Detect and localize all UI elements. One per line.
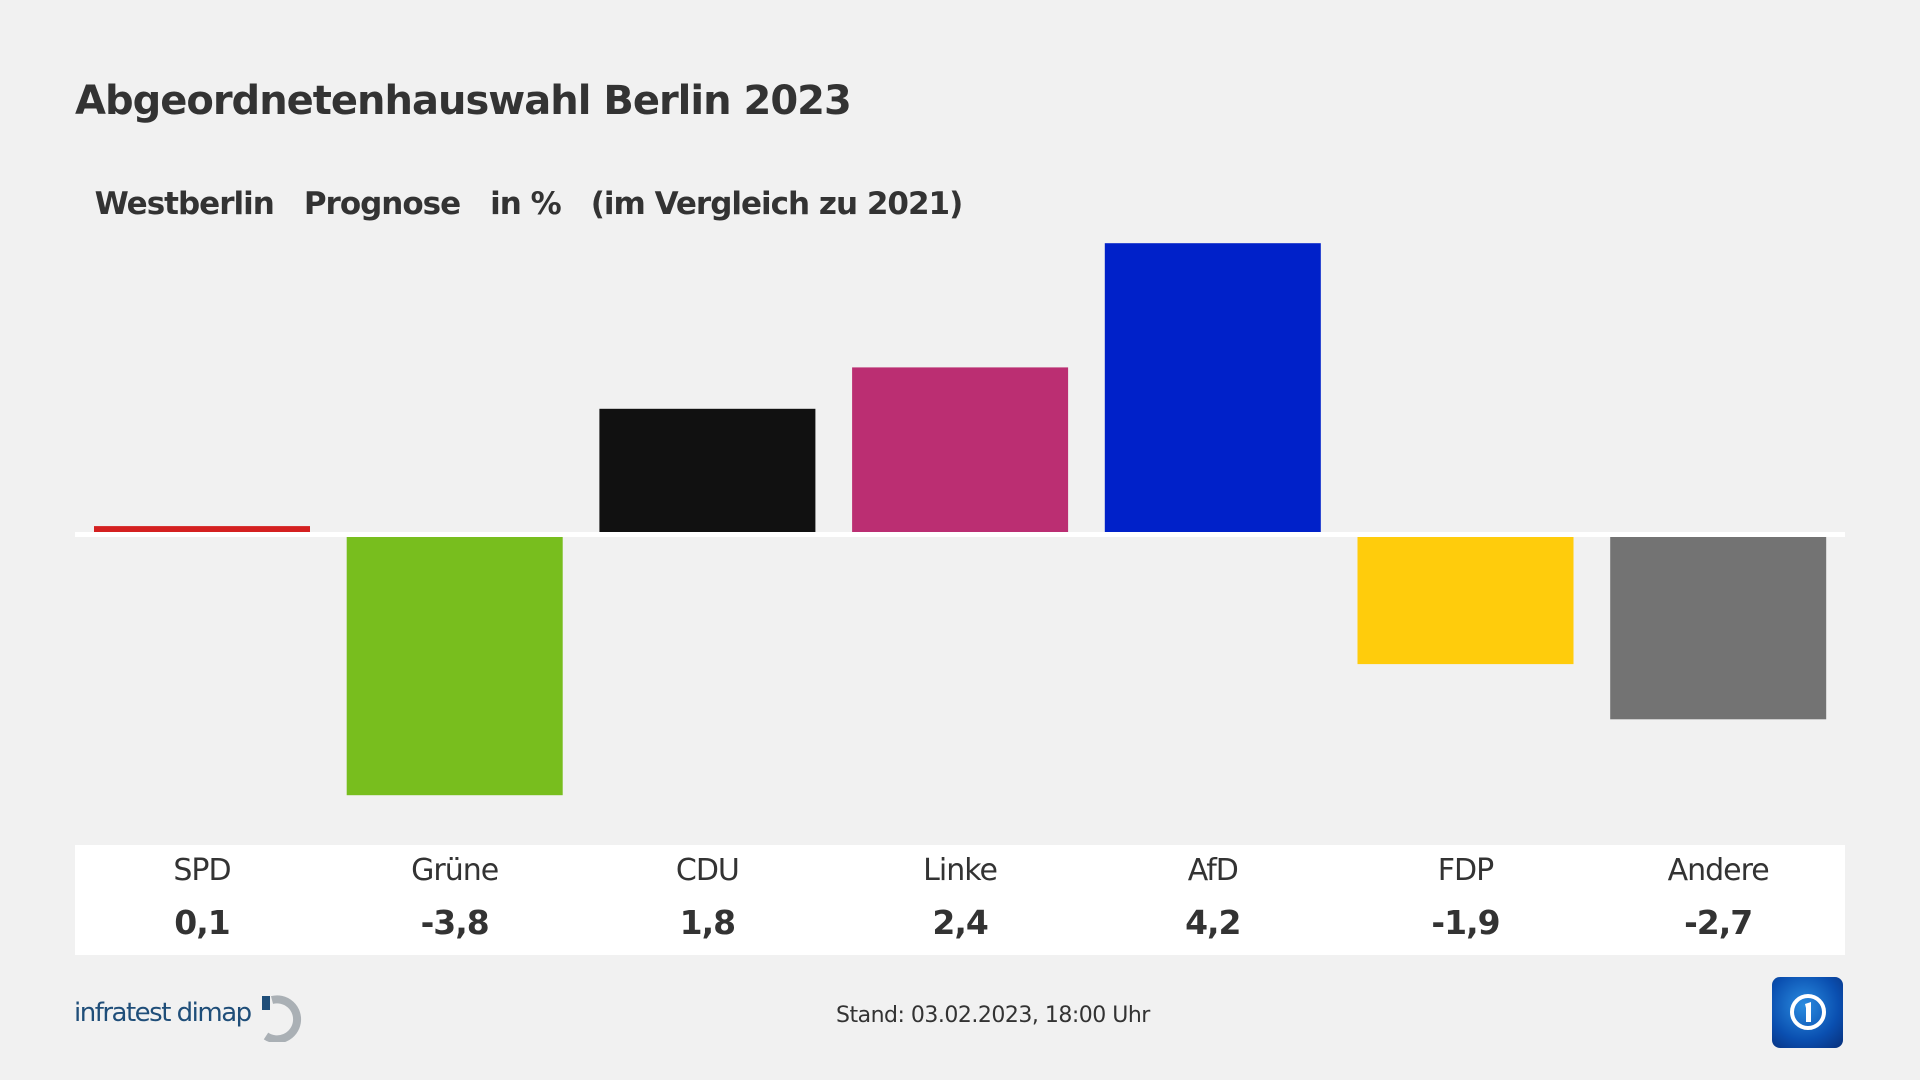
- category-label: CDU: [675, 853, 740, 888]
- value-label: 0,1: [174, 903, 230, 942]
- value-label: 1,8: [679, 903, 736, 942]
- bar-andere: [1610, 533, 1827, 720]
- source-logo-text: infratest dimap: [74, 998, 252, 1028]
- value-label: -3,8: [420, 903, 490, 942]
- bar-fdp: [1357, 533, 1574, 665]
- subtitle-comparison: (im Vergleich zu 2021): [590, 186, 964, 222]
- chart-subtitle: Westberlin Prognose in % (im Vergleich zu 2…: [75, 150, 992, 222]
- zero-line: [75, 532, 1845, 537]
- bar-chart: [75, 243, 1845, 796]
- value-label: -2,7: [1684, 903, 1753, 942]
- timestamp: Stand: 03.02.2023, 18:00 Uhr: [836, 1003, 1150, 1028]
- category-label: Linke: [923, 853, 998, 888]
- bar-spd: [94, 526, 310, 533]
- category-label: AfD: [1187, 853, 1239, 888]
- bar-linke: [852, 367, 1069, 533]
- bar-cdu: [599, 408, 816, 533]
- value-label: -1,9: [1431, 903, 1500, 942]
- subtitle-unit: in %: [490, 186, 562, 222]
- bar-afd: [1104, 243, 1321, 533]
- value-label: 4,2: [1185, 903, 1241, 942]
- infratest-logo-icon: [262, 995, 302, 1042]
- category-label: Grüne: [411, 853, 499, 888]
- subtitle-region: Westberlin: [94, 186, 275, 222]
- category-label: Andere: [1667, 853, 1770, 888]
- bar-grüne: [346, 533, 563, 796]
- category-label: FDP: [1437, 853, 1494, 888]
- value-label: 2,4: [932, 903, 988, 942]
- ard-logo-icon: [1772, 977, 1843, 1048]
- subtitle-type: Prognose: [303, 186, 461, 222]
- chart-title: Abgeordnetenhauswahl Berlin 2023: [75, 78, 852, 124]
- category-label: SPD: [173, 853, 231, 888]
- results-table: SPD 0,1 Grüne -3,8 CDU 1,8 Linke 2,4 AfD 4,2 FDP -1…: [75, 845, 1845, 955]
